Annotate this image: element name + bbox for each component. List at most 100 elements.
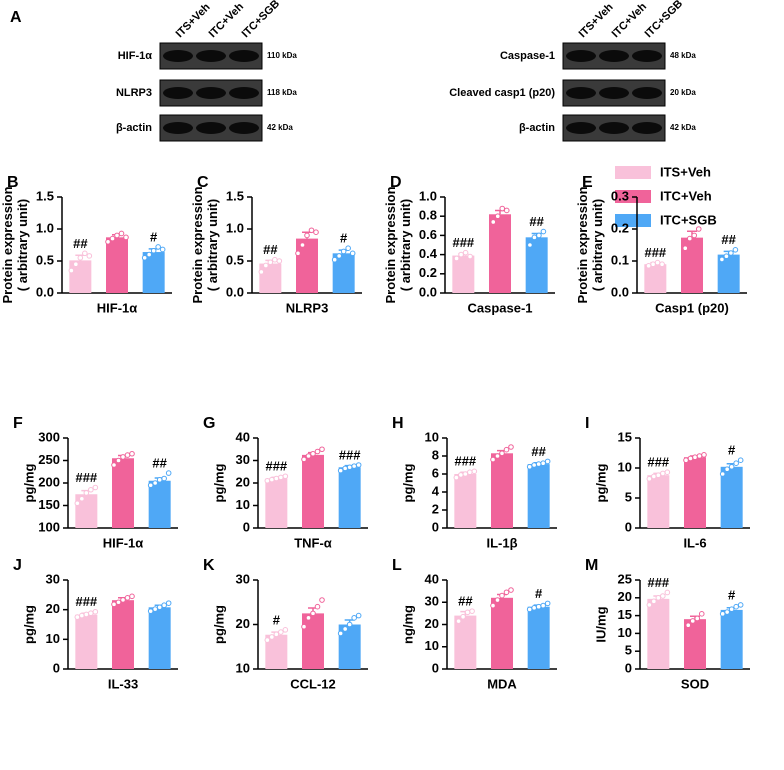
y-tick-label: 6 (432, 465, 439, 480)
data-point (115, 457, 122, 464)
y-axis-label: ( arbitrary unit) (590, 199, 605, 291)
y-tick-label: 2 (432, 501, 439, 516)
y-tick-label: 1.5 (226, 188, 244, 203)
data-point (503, 589, 510, 596)
data-point (278, 474, 284, 481)
data-point (68, 267, 75, 274)
data-point (526, 606, 533, 613)
blot-label: β-actin (519, 122, 555, 134)
data-point (728, 464, 735, 470)
y-tick-label: 5 (625, 489, 632, 504)
data-point (165, 470, 172, 476)
bar (647, 598, 670, 669)
bar (491, 597, 513, 669)
panel-letter: I (585, 415, 589, 432)
data-point (701, 452, 707, 458)
significance: ## (458, 594, 473, 609)
y-tick-label: 40 (425, 571, 439, 586)
significance: ### (647, 455, 669, 470)
blot-band (196, 122, 226, 134)
data-point (660, 593, 666, 599)
y-axis-label: Protein expression (0, 186, 15, 303)
x-axis-label: IL-33 (108, 676, 138, 691)
significance: # (273, 612, 281, 627)
data-point (123, 234, 129, 241)
bar (527, 606, 550, 669)
bar (106, 237, 128, 293)
data-point (115, 599, 122, 606)
data-point (458, 251, 464, 258)
y-tick-label: 0 (432, 519, 439, 534)
data-point (305, 453, 312, 459)
data-point (536, 232, 542, 239)
y-tick-label: 4 (432, 483, 440, 498)
data-point (111, 462, 117, 468)
y-tick-label: 300 (38, 429, 60, 444)
panel-letter: H (392, 415, 404, 432)
y-tick-label: 100 (38, 519, 60, 534)
significance: ## (263, 242, 278, 257)
data-point (494, 597, 501, 603)
bar (454, 474, 477, 528)
bar (332, 253, 355, 293)
data-point (660, 470, 666, 477)
y-tick-label: 5 (625, 643, 632, 658)
lane-label: ITC+SGB (240, 0, 282, 40)
y-tick-label: 10 (618, 625, 632, 640)
significance: ## (721, 232, 736, 247)
data-point (282, 627, 289, 633)
data-point (276, 258, 283, 264)
blot-size: 48 kDa (670, 51, 696, 60)
blot-band (599, 50, 629, 62)
panel-letter: F (13, 415, 23, 432)
bar (296, 238, 318, 293)
y-tick-label: 0.3 (611, 188, 629, 203)
blot-band (196, 50, 226, 62)
data-point (692, 454, 698, 461)
blot-band (566, 122, 596, 134)
data-point (460, 613, 466, 620)
bar (265, 478, 288, 528)
blot-band (196, 87, 226, 99)
blot-band (599, 122, 629, 134)
blot-label: NLRP3 (116, 87, 152, 99)
data-point (695, 226, 702, 232)
data-point (651, 598, 657, 605)
data-point (88, 610, 94, 617)
lane-label: ITC+Veh (610, 1, 650, 41)
significance: ### (75, 594, 97, 609)
data-point (737, 602, 744, 608)
data-point (83, 611, 90, 618)
blot-size: 118 kDa (267, 88, 297, 97)
data-point (733, 603, 739, 610)
significance: ### (265, 459, 287, 474)
blot-size: 42 kDa (267, 123, 293, 132)
y-axis-label: ( arbitrary unit) (15, 199, 30, 291)
data-point (86, 253, 93, 259)
data-point (299, 242, 306, 248)
data-point (508, 587, 514, 593)
data-point (471, 468, 478, 475)
data-point (728, 250, 734, 256)
data-point (313, 229, 319, 235)
data-point (723, 253, 730, 260)
data-point (156, 604, 163, 611)
data-point (267, 259, 274, 266)
data-point (111, 601, 117, 608)
bar (527, 464, 550, 528)
y-tick-label: 0.0 (36, 284, 54, 299)
y-tick-label: 10 (425, 638, 439, 653)
data-point (152, 480, 158, 486)
y-axis-label: pg/mg (593, 463, 608, 502)
y-axis-label: IU/mg (593, 606, 608, 642)
y-tick-label: 1.0 (419, 188, 437, 203)
data-point (737, 457, 744, 464)
blot-band (229, 87, 259, 99)
data-point (82, 250, 88, 257)
bar (681, 237, 703, 293)
data-point (349, 250, 356, 257)
data-point (346, 621, 353, 628)
panel-letter: E (582, 174, 593, 191)
data-point (645, 263, 652, 269)
data-point (664, 589, 671, 596)
